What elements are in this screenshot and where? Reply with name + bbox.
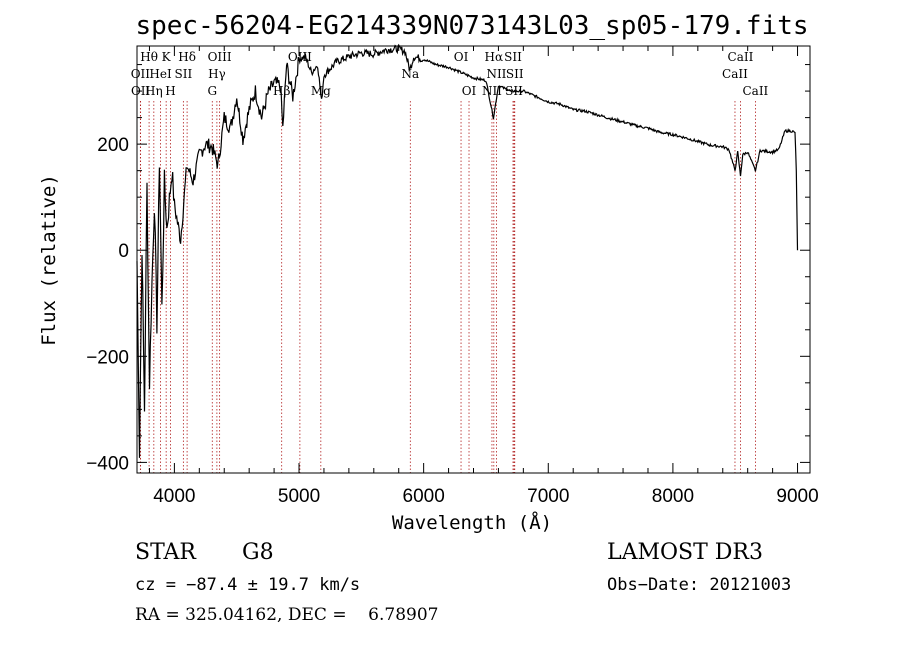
- x-tick-label: 5000: [278, 486, 320, 507]
- line-label-SII: SII: [504, 50, 522, 64]
- y-tick-label: 0: [118, 241, 129, 262]
- y-tick-label: −200: [86, 347, 129, 368]
- line-label-Hθ: Hθ: [140, 50, 158, 64]
- line-label-OI: OI: [454, 50, 469, 64]
- survey-name: LAMOST DR3: [607, 540, 763, 565]
- line-label-OIII: OIII: [208, 50, 232, 64]
- x-tick-label: 9000: [776, 486, 818, 507]
- line-label-CaII: CaII: [722, 67, 748, 81]
- line-label-CaII: CaII: [742, 84, 768, 98]
- x-tick-label: 7000: [527, 486, 569, 507]
- line-label-H: H: [165, 84, 175, 98]
- line-label-SII: SII: [175, 67, 193, 81]
- observation-date: Obs−Date: 20121003: [607, 575, 791, 595]
- line-label-HeI: HeI: [149, 67, 172, 81]
- spectral-line-markers: [139, 101, 756, 473]
- redshift-velocity: cz = −87.4 ± 19.7 km/s: [135, 575, 360, 595]
- y-tick-label: −400: [86, 453, 129, 474]
- line-label-Hγ: Hγ: [208, 67, 226, 81]
- object-subclass: G8: [242, 540, 274, 565]
- line-label-Hδ: Hδ: [178, 50, 196, 64]
- x-tick-label: 4000: [153, 486, 195, 507]
- x-axis-label: Wavelength (Å): [392, 511, 552, 534]
- x-tick-label: 8000: [652, 486, 694, 507]
- y-axis-label: Flux (relative): [38, 174, 60, 346]
- line-label-K: K: [162, 50, 172, 64]
- y-tick-label: 200: [97, 135, 129, 156]
- chart-title: spec-56204-EG214339N073143L03_sp05-179.f…: [135, 11, 808, 41]
- line-label-OII: OII: [131, 67, 151, 81]
- x-axis-ticks: 4000 5000 6000 7000 8000 9000: [148, 46, 819, 507]
- line-label-SII: SII: [506, 67, 524, 81]
- y-axis-ticks: −400 −200 0 200: [86, 64, 810, 474]
- object-class: STAR: [135, 540, 197, 565]
- spectrum-line: [136, 43, 799, 458]
- line-label-G: G: [207, 84, 217, 98]
- line-label-CaII: CaII: [728, 50, 754, 64]
- x-tick-label: 6000: [403, 486, 445, 507]
- line-label-NII: NII: [486, 67, 506, 81]
- line-label-OI: OI: [462, 84, 477, 98]
- coordinates: RA = 325.04162, DEC = 6.78907: [135, 605, 438, 625]
- line-label-Hβ: Hβ: [273, 84, 290, 98]
- line-label-Na: Na: [401, 67, 419, 81]
- line-label-Hη: Hη: [145, 84, 163, 98]
- line-label-Hα: Hα: [485, 50, 504, 64]
